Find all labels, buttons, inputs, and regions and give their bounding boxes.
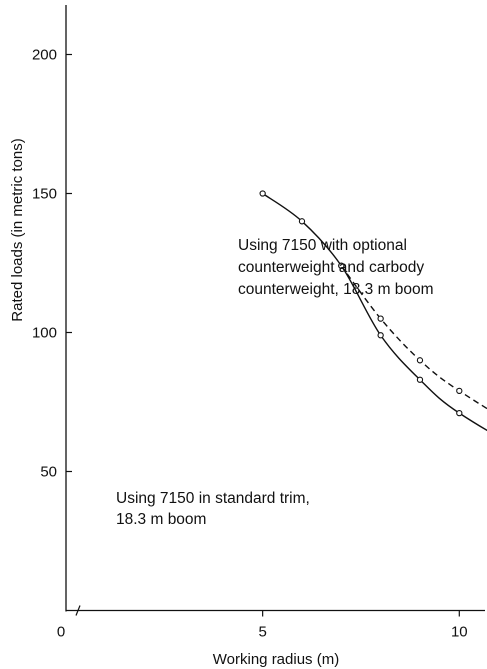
annotation-optional-line-3: counterweight, 18.3 m boom: [238, 281, 434, 298]
ticks: 05101550100150200: [32, 47, 468, 641]
series-standard-point: [259, 190, 266, 197]
axes: [65, 5, 485, 616]
x-axis-break-mark: [75, 605, 81, 616]
annotation-optional-line-2: counterweight and carbody: [238, 259, 424, 276]
series-standard-trim-line: [262, 192, 487, 432]
x-axis-title: Working radius (m): [213, 651, 339, 668]
annotation-standard-line-1: Using 7150 in standard trim,: [116, 490, 310, 507]
series-standard-point: [298, 218, 306, 225]
annotation-standard-line-2: 18.3 m boom: [116, 511, 206, 528]
series-optional-point: [456, 387, 463, 395]
x-tick-label: 0: [57, 624, 65, 641]
annotation-standard-trim: Using 7150 in standard trim, 18.3 m boom: [116, 490, 314, 528]
series-optional-point: [416, 357, 424, 364]
series-standard-point: [377, 332, 384, 339]
series-optional-point: [377, 315, 384, 322]
x-tick-label: 5: [258, 624, 266, 641]
series-standard-point: [456, 409, 463, 417]
series-standard-point: [416, 376, 424, 383]
y-tick-label: 50: [40, 464, 57, 481]
y-tick-label: 100: [32, 325, 57, 342]
y-tick-label: 150: [32, 186, 57, 203]
point-layer: [259, 190, 463, 417]
y-tick-label: 200: [32, 47, 57, 64]
y-axis-title: Rated loads (in metric tons): [9, 138, 26, 321]
series-optional-point: [338, 262, 345, 269]
x-tick-label: 10: [451, 624, 468, 641]
series-optional-counterweight-line: [340, 265, 487, 410]
annotation-optional-counterweight: Using 7150 with optional counterweight a…: [238, 237, 434, 298]
annotation-optional-line-1: Using 7150 with optional: [238, 237, 407, 254]
